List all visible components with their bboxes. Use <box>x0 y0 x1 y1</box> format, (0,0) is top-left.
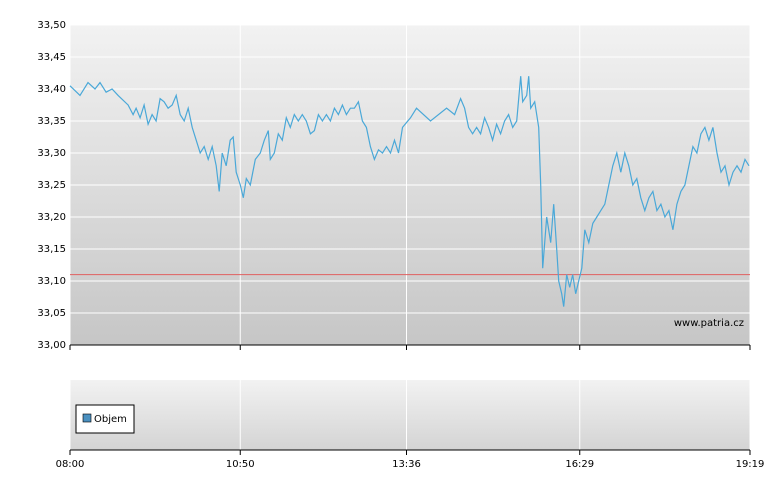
x-tick-label: 13:36 <box>392 459 421 470</box>
watermark: www.patria.cz <box>674 318 744 329</box>
y-tick-label: 33,15 <box>37 244 66 255</box>
x-tick-label: 10:50 <box>226 459 255 470</box>
y-tick-label: 33,35 <box>37 116 66 127</box>
y-tick-label: 33,05 <box>37 308 66 319</box>
y-tick-label: 33,20 <box>37 212 66 223</box>
volume-area <box>70 380 750 450</box>
y-tick-label: 33,25 <box>37 180 66 191</box>
x-tick-label: 08:00 <box>56 459 85 470</box>
y-tick-label: 33,45 <box>37 52 66 63</box>
y-tick-label: 33,10 <box>37 276 66 287</box>
y-tick-label: 33,30 <box>37 148 66 159</box>
y-tick-label: 33,00 <box>37 340 66 351</box>
price-line <box>69 76 750 307</box>
x-tick-label: 19:19 <box>736 459 765 470</box>
y-tick-label: 33,50 <box>37 20 66 31</box>
x-tick-label: 16:29 <box>565 459 594 470</box>
y-tick-label: 33,40 <box>37 84 66 95</box>
legend-swatch <box>82 413 92 423</box>
legend-label: Objem <box>94 414 127 425</box>
